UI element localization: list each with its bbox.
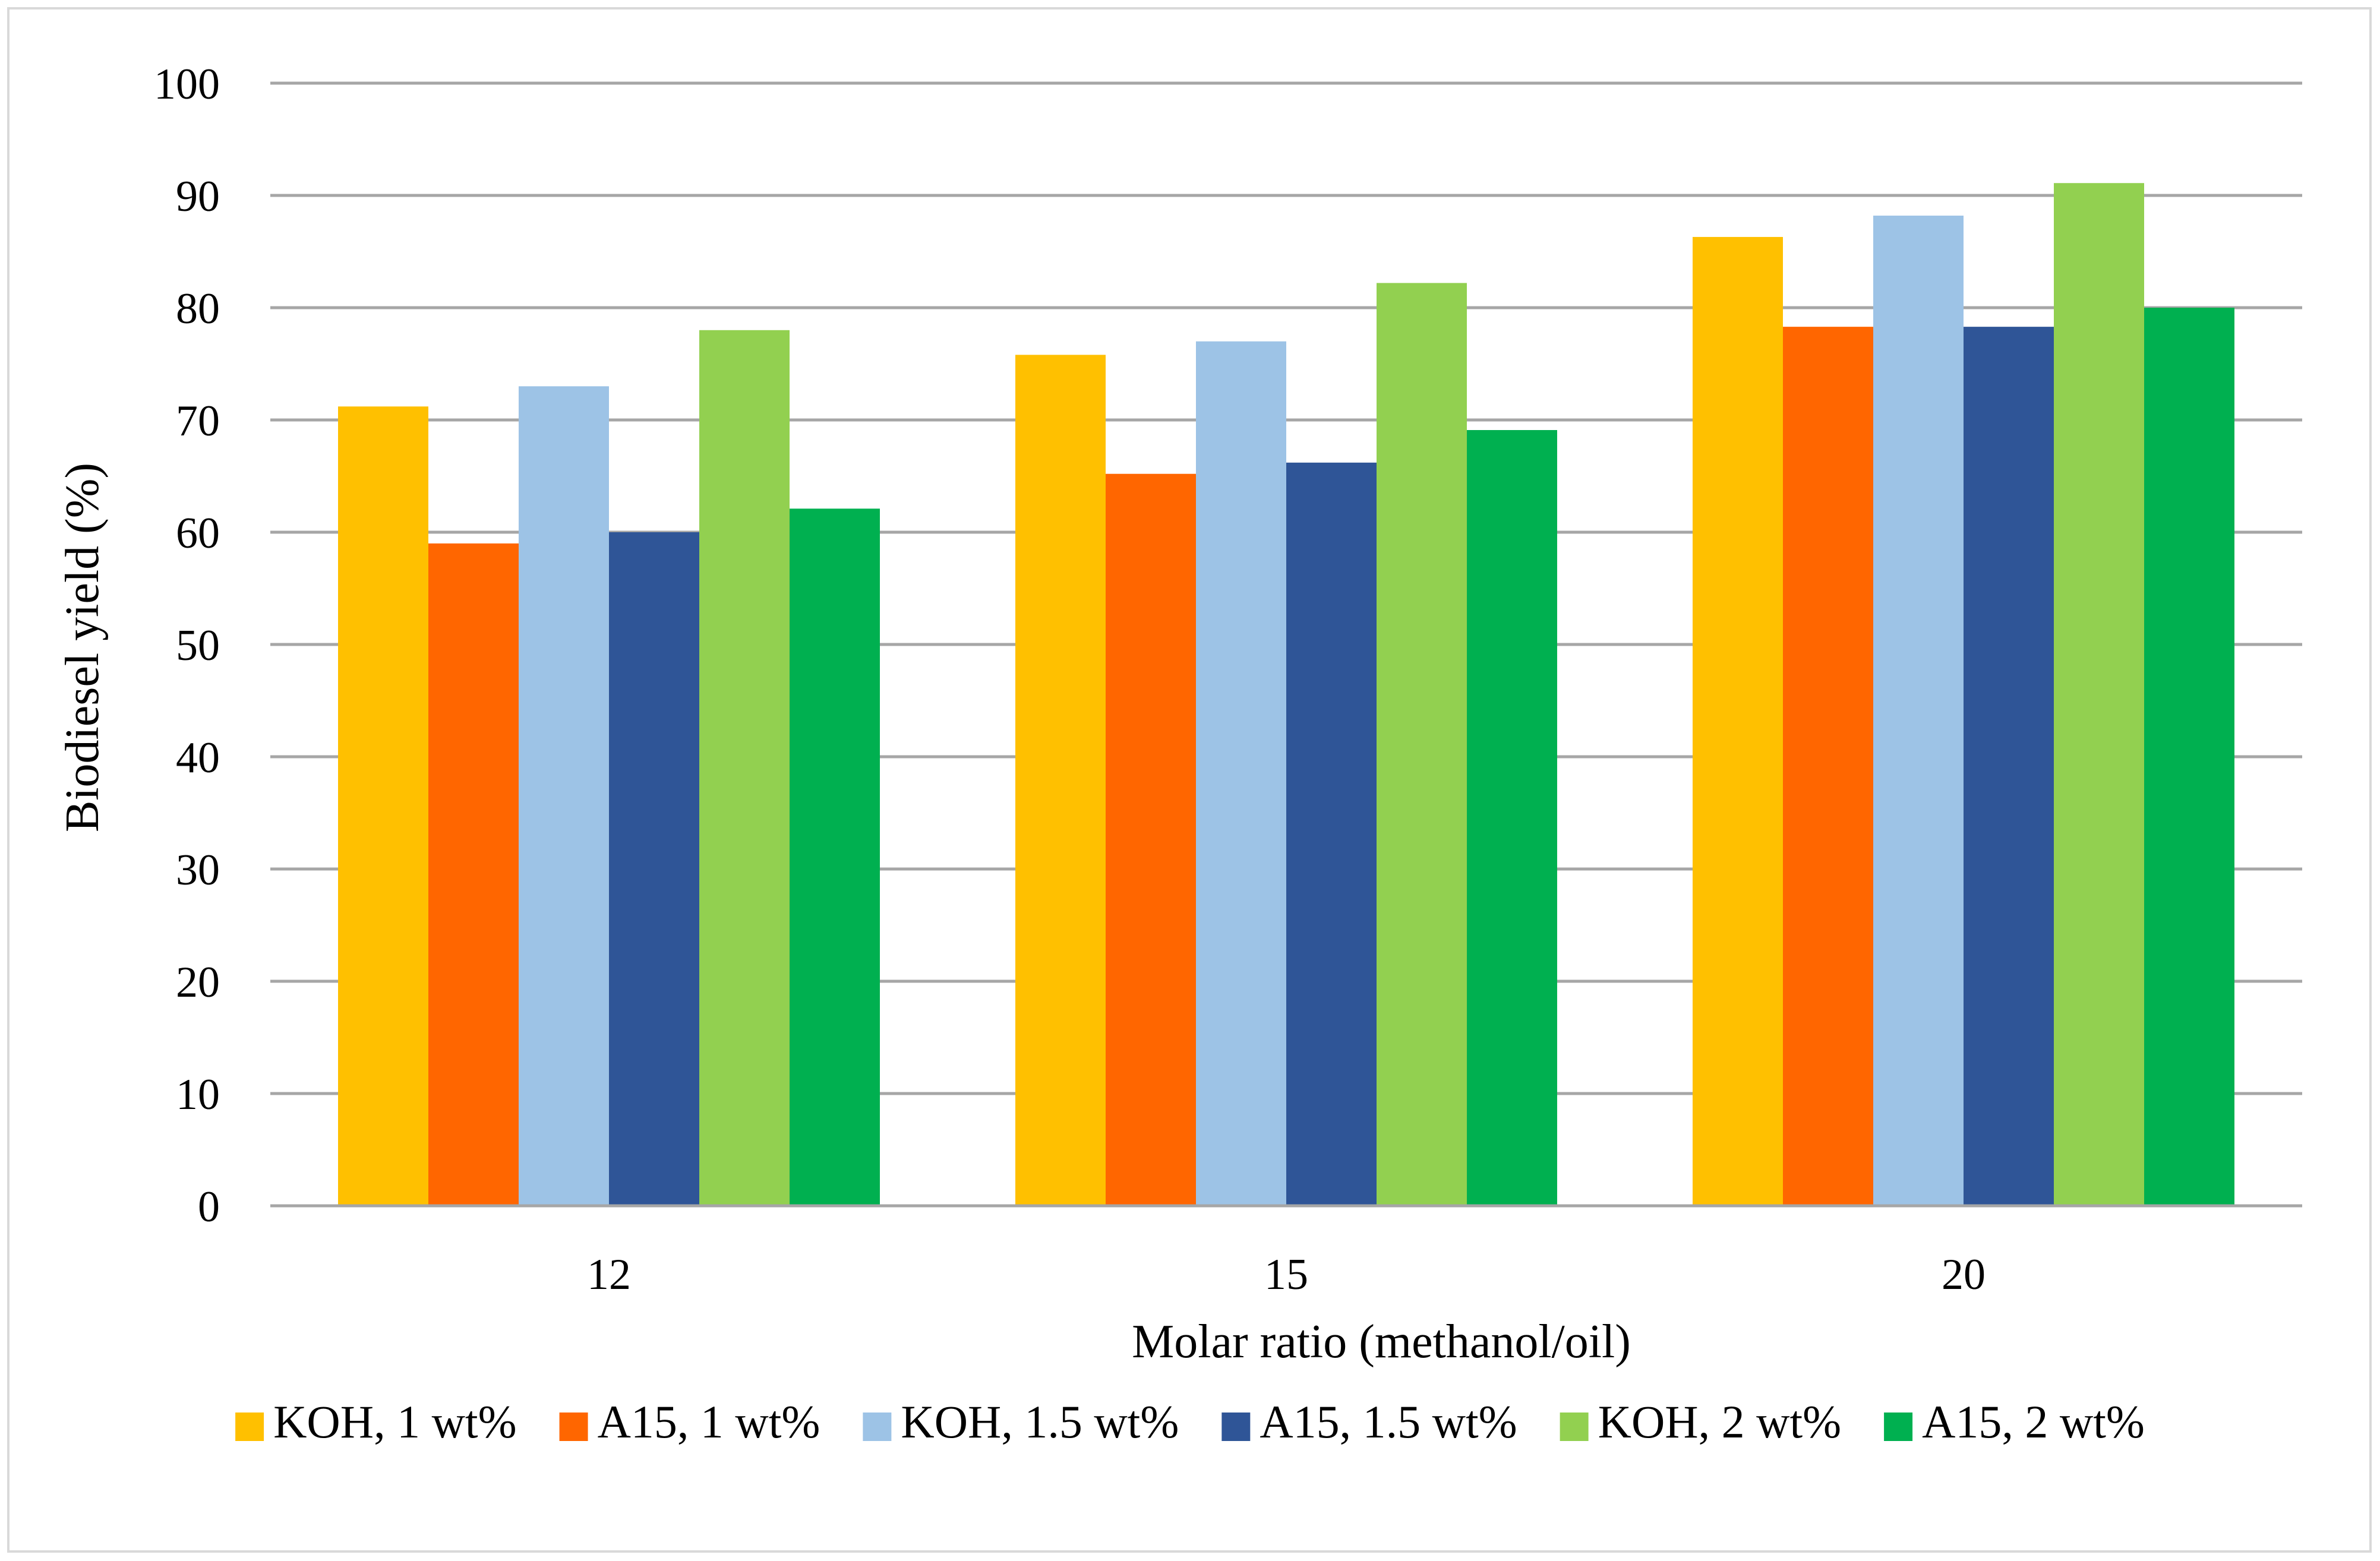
bar (519, 386, 609, 1206)
y-tick-label: 100 (154, 60, 220, 109)
legend-item: A15, 1.5 wt% (1221, 1396, 1517, 1448)
y-tick-label: 30 (176, 846, 220, 895)
y-tick-label: 10 (176, 1070, 220, 1119)
legend-label: A15, 2 wt% (1922, 1396, 2145, 1448)
x-axis-title: Molar ratio (methanol/oil) (1132, 1316, 1631, 1368)
legend-item: KOH, 1.5 wt% (863, 1396, 1179, 1448)
x-tick-label: 20 (1942, 1250, 1986, 1299)
y-tick-label: 70 (176, 397, 220, 445)
bars (338, 183, 2234, 1206)
legend-item: A15, 1 wt% (559, 1396, 820, 1448)
legend-label: KOH, 2 wt% (1598, 1396, 1841, 1448)
bar (790, 508, 880, 1206)
bar (428, 543, 519, 1206)
x-tick-label: 12 (587, 1250, 631, 1299)
legend-swatch (559, 1413, 588, 1441)
y-tick-label: 90 (176, 172, 220, 221)
y-tick-label: 60 (176, 509, 220, 558)
y-tick-label: 40 (176, 734, 220, 782)
legend-swatch (1560, 1413, 1589, 1441)
bar (699, 330, 790, 1206)
y-tick-label: 50 (176, 621, 220, 670)
bar (1015, 355, 1106, 1206)
legend-label: A15, 1 wt% (598, 1396, 820, 1448)
bar (1377, 283, 1467, 1206)
bar (1106, 473, 1196, 1206)
y-tick-label: 80 (176, 285, 220, 333)
legend-label: A15, 1.5 wt% (1260, 1396, 1517, 1448)
bar (1783, 327, 1873, 1206)
x-axis-ticks: 12 15 20 (587, 1250, 1986, 1299)
bar (1196, 341, 1286, 1206)
bar (1873, 216, 1964, 1206)
y-axis-ticks: 0 10 20 30 40 50 60 70 80 90 100 (154, 60, 220, 1231)
bar (1467, 430, 1557, 1206)
bar (1964, 327, 2054, 1206)
legend-item: KOH, 1 wt% (235, 1396, 517, 1448)
x-tick-label: 15 (1264, 1250, 1308, 1299)
legend-item: A15, 2 wt% (1884, 1396, 2145, 1448)
legend-swatch (235, 1413, 264, 1441)
bar (1286, 462, 1377, 1206)
y-tick-label: 0 (198, 1183, 220, 1231)
legend-item: KOH, 2 wt% (1560, 1396, 1841, 1448)
legend-swatch (1221, 1413, 1251, 1441)
bar (338, 406, 428, 1206)
legend-swatch (1884, 1413, 1913, 1441)
legend: KOH, 1 wt% A15, 1 wt% KOH, 1.5 wt% A15, 1.5… (235, 1396, 2145, 1448)
y-axis-title: Biodiesel yield (%) (56, 463, 109, 832)
legend-swatch (863, 1413, 892, 1441)
legend-label: KOH, 1.5 wt% (901, 1396, 1179, 1448)
bar (2144, 308, 2234, 1206)
bar (2054, 183, 2144, 1206)
legend-label: KOH, 1 wt% (273, 1396, 516, 1448)
bar (609, 532, 699, 1206)
y-tick-label: 20 (176, 958, 220, 1007)
bar (1693, 236, 1783, 1206)
